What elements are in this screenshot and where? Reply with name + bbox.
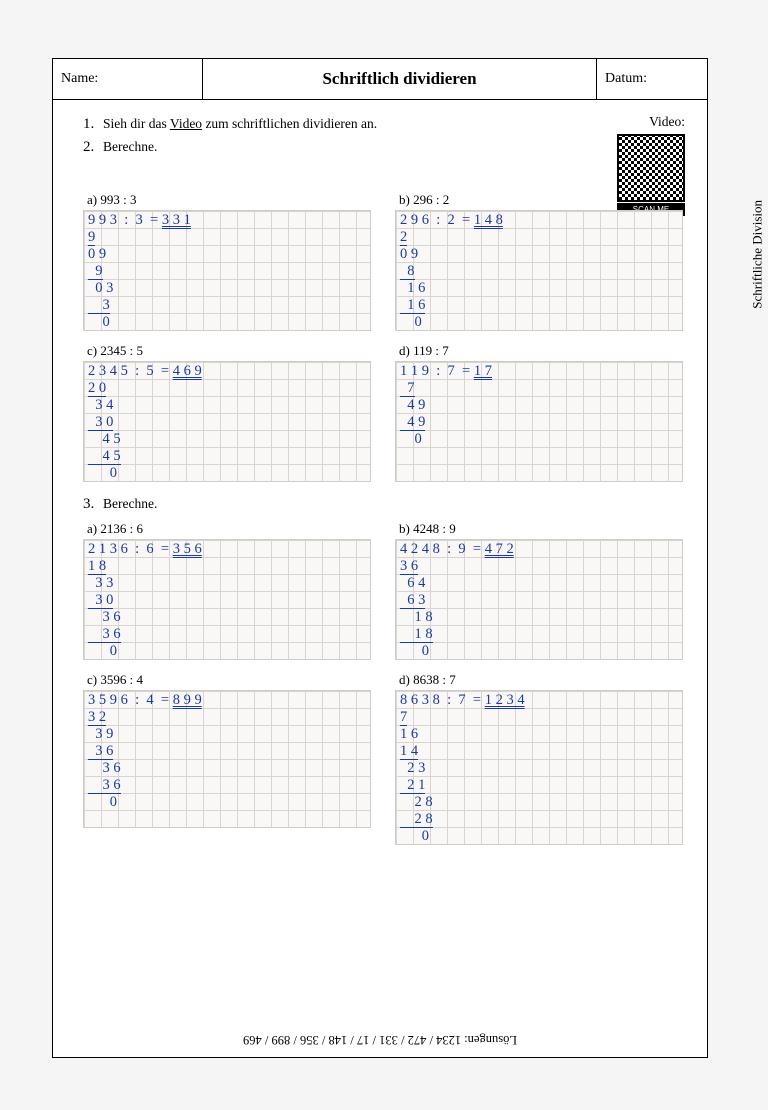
header-row: Name: Schriftlich dividieren Datum:	[53, 59, 707, 100]
grid-3b: 4 2 4 8 : 9 = 4 7 23 6 6 4 6 3 1 8 1 8 0	[395, 539, 683, 660]
instr2-num: 2.	[83, 139, 103, 156]
grid-2c: 2 3 4 5 : 5 = 4 6 92 0 3 4 3 0 4 5 4 5 0	[83, 361, 371, 482]
video-link[interactable]: Video	[170, 116, 202, 131]
ex-3c: c) 3596 : 4 3 5 9 6 : 4 = 8 9 93 2 3 9 3…	[83, 670, 373, 845]
instr3-num: 3.	[83, 496, 103, 513]
ex-3c-label: c) 3596 : 4	[87, 672, 373, 688]
video-block: Video:	[575, 114, 685, 202]
solutions-line: Lösungen: 1234 / 472 / 331 / 17 / 148 / …	[53, 1032, 707, 1047]
instr1-num: 1.	[83, 116, 103, 133]
worksheet-page: Name: Schriftlich dividieren Datum: Vide…	[52, 58, 708, 1058]
ex-3a-label: a) 2136 : 6	[87, 521, 373, 537]
grid-2d: 1 1 9 : 7 = 1 7 7 4 9 4 9 0	[395, 361, 683, 482]
side-label: Schriftliche Division	[750, 200, 766, 309]
video-label: Video:	[649, 114, 685, 129]
grid-2b: 2 9 6 : 2 = 1 4 820 9 8 1 6 1 6 0	[395, 210, 683, 331]
date-field: Datum:	[597, 59, 707, 99]
qr-code-icon	[617, 134, 685, 202]
ex-2c-label: c) 2345 : 5	[87, 343, 373, 359]
ex-2d: d) 119 : 7 1 1 9 : 7 = 1 7 7 4 9 4 9 0	[395, 341, 685, 482]
ex-3a: a) 2136 : 6 2 1 3 6 : 6 = 3 5 61 8 3 3 3…	[83, 519, 373, 660]
instruction-3: 3. Berechne.	[83, 496, 685, 513]
content-area: Video: 1. Sieh dir das Video zum schrift…	[53, 100, 707, 863]
instr1-pre: Sieh dir das	[103, 116, 170, 131]
page-title: Schriftlich dividieren	[203, 59, 597, 99]
grid-3c: 3 5 9 6 : 4 = 8 9 93 2 3 9 3 6 3 6 3 6 0	[83, 690, 371, 828]
grid-3d: 8 6 3 8 : 7 = 1 2 3 471 61 4 2 3 2 1 2 8…	[395, 690, 683, 845]
grid-2a: 9 9 3 : 3 = 3 3 190 9 9 0 3 3 0	[83, 210, 371, 331]
ex-3d: d) 8638 : 7 8 6 3 8 : 7 = 1 2 3 471 61 4…	[395, 670, 685, 845]
section-3: a) 2136 : 6 2 1 3 6 : 6 = 3 5 61 8 3 3 3…	[83, 519, 685, 845]
ex-2c: c) 2345 : 5 2 3 4 5 : 5 = 4 6 92 0 3 4 3…	[83, 341, 373, 482]
ex-2a: a) 993 : 3 9 9 3 : 3 = 3 3 190 9 9 0 3 3…	[83, 190, 373, 331]
section-2: a) 993 : 3 9 9 3 : 3 = 3 3 190 9 9 0 3 3…	[83, 190, 685, 482]
grid-3a: 2 1 3 6 : 6 = 3 5 61 8 3 3 3 0 3 6 3 6 0	[83, 539, 371, 660]
instr3-text: Berechne.	[103, 496, 685, 512]
ex-3b: b) 4248 : 9 4 2 4 8 : 9 = 4 7 23 6 6 4 6…	[395, 519, 685, 660]
name-field: Name:	[53, 59, 203, 99]
ex-2d-label: d) 119 : 7	[399, 343, 685, 359]
ex-2b: b) 296 : 2 2 9 6 : 2 = 1 4 820 9 8 1 6 1…	[395, 190, 685, 331]
ex-3b-label: b) 4248 : 9	[399, 521, 685, 537]
ex-2a-label: a) 993 : 3	[87, 192, 373, 208]
instr1-post: zum schriftlichen dividieren an.	[202, 116, 377, 131]
ex-3d-label: d) 8638 : 7	[399, 672, 685, 688]
